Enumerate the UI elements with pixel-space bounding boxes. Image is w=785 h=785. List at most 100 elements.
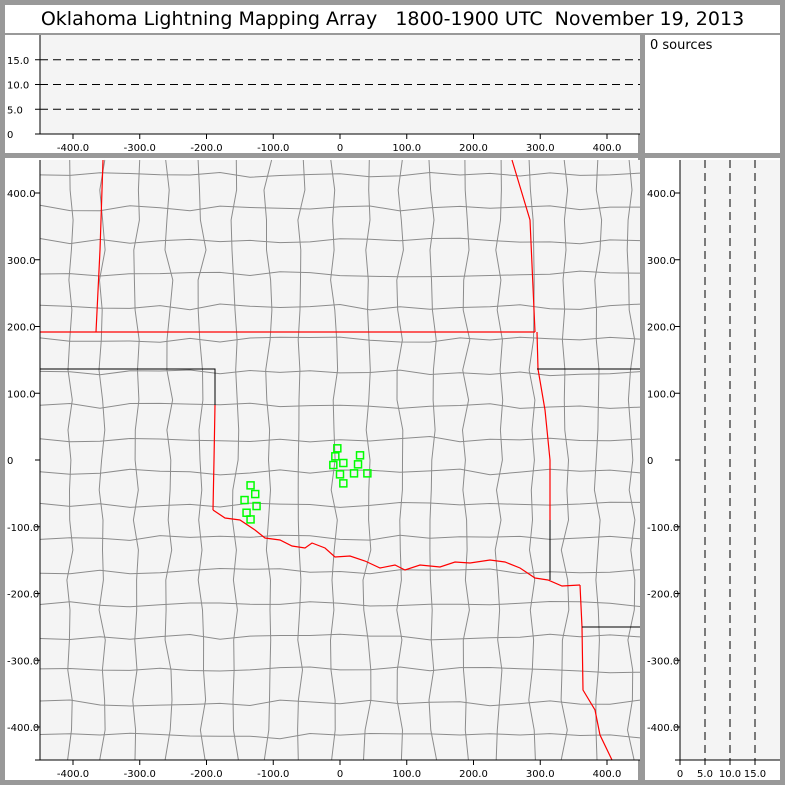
source-point: [339, 458, 348, 468]
main-y-tick-label: -300.0: [7, 656, 39, 667]
top-x-tick-label: -300.0: [124, 143, 156, 154]
right-y-tick-label: -100.0: [647, 523, 679, 534]
top-x-tick-label: -400.0: [57, 143, 89, 154]
top-x-tick-label: 200.0: [459, 143, 488, 154]
main-y-tick-label: -400.0: [7, 723, 39, 734]
main-x-tick-label: 0: [337, 769, 343, 780]
main-x-tick-label: 400.0: [593, 769, 622, 780]
county-line: [39, 567, 641, 575]
source-count: 0 sources: [645, 35, 780, 153]
county-line: [39, 204, 640, 212]
county-line: [39, 369, 641, 377]
county-line: [39, 270, 641, 278]
main-x-tick-label: 100.0: [392, 769, 421, 780]
source-point: [250, 489, 260, 499]
red-river-border: [212, 509, 581, 587]
county-line: [39, 699, 641, 707]
texas-arkansas-louisiana-border: [579, 584, 613, 761]
main-y-tick-label: -200.0: [7, 590, 39, 601]
county-line: [39, 600, 641, 608]
right-y-tick-label: 0: [647, 456, 653, 467]
county-line: [39, 303, 641, 311]
right-y-tick-label: 200.0: [647, 323, 676, 334]
county-line: [98, 159, 106, 761]
county-line: [428, 159, 438, 761]
county-line: [164, 159, 174, 761]
county-line: [39, 534, 641, 541]
top-x-tick-label: -100.0: [257, 143, 289, 154]
main-y-tick-label: 200.0: [7, 323, 36, 334]
right-y-tick-label: 400.0: [647, 189, 676, 200]
right-x-tick-label: 10.0: [719, 769, 741, 780]
top-y-tick-label: 15.0: [7, 56, 29, 67]
top-y-tick-label: 0: [7, 130, 13, 141]
source-points: [240, 444, 372, 524]
county-line: [39, 435, 641, 443]
county-line: [66, 159, 74, 761]
oklahoma-arkansas-border: [536, 331, 551, 520]
right-x-tick-label: 0: [677, 769, 683, 780]
main-x-tick-label: 300.0: [526, 769, 555, 780]
county-line: [461, 159, 471, 761]
county-line: [494, 159, 504, 761]
dashed-gridlines: [40, 59, 756, 760]
missouri-kansas-border: [511, 159, 536, 333]
county-line: [560, 159, 570, 761]
county-line: [39, 633, 641, 641]
county-line: [230, 159, 240, 761]
right-y-tick-label: 300.0: [647, 256, 676, 267]
right-y-tick-label: -200.0: [647, 590, 679, 601]
source-point: [246, 481, 255, 490]
county-line: [593, 159, 603, 761]
top-y-tick-label: 10.0: [7, 81, 29, 92]
main-y-tick-label: 0: [7, 456, 13, 467]
source-point: [335, 470, 345, 479]
source-point: [246, 515, 255, 524]
right-y-tick-label: -300.0: [647, 656, 679, 667]
county-line: [263, 159, 273, 761]
county-line: [39, 171, 641, 178]
source-point: [355, 451, 365, 460]
county-line: [39, 402, 641, 409]
source-point: [329, 460, 338, 470]
panhandle-south-border: [40, 368, 216, 405]
main-y-tick-label: 100.0: [7, 389, 36, 400]
right-x-tick-label: 5.0: [697, 769, 713, 780]
top-y-tick-label: 5.0: [7, 105, 23, 116]
county-line: [39, 336, 641, 343]
plot-title: Oklahoma Lightning Mapping Array 1800-19…: [5, 5, 780, 33]
right-x-tick-label: 15.0: [744, 769, 766, 780]
main-y-tick-label: 300.0: [7, 256, 36, 267]
source-point: [349, 469, 359, 478]
county-line: [396, 159, 404, 761]
top-x-tick-label: 300.0: [526, 143, 555, 154]
top-x-tick-label: 0: [337, 143, 343, 154]
oklahoma-texas-west-border: [212, 404, 216, 511]
source-point: [240, 495, 249, 505]
top-x-tick-label: 100.0: [392, 143, 421, 154]
county-map: [39, 159, 641, 761]
county-line: [626, 159, 636, 761]
right-y-tick-label: 100.0: [647, 389, 676, 400]
county-line: [39, 468, 641, 476]
right-y-tick-label: -400.0: [647, 723, 679, 734]
county-line: [39, 732, 641, 740]
source-point: [333, 444, 342, 453]
main-x-tick-label: 200.0: [459, 769, 488, 780]
main-x-tick-label: -200.0: [190, 769, 222, 780]
county-line: [297, 159, 306, 761]
kansas-colorado-border: [95, 159, 104, 333]
source-point: [252, 501, 261, 511]
source-point: [331, 452, 340, 461]
county-line: [39, 666, 641, 674]
county-line: [39, 501, 641, 508]
main-x-tick-label: -300.0: [124, 769, 156, 780]
county-line: [197, 159, 207, 761]
main-x-tick-label: -400.0: [57, 769, 89, 780]
county-line: [132, 159, 141, 761]
main-y-tick-label: -100.0: [7, 523, 39, 534]
main-x-tick-label: -100.0: [257, 769, 289, 780]
top-x-tick-label: -200.0: [190, 143, 222, 154]
county-line: [528, 159, 536, 761]
